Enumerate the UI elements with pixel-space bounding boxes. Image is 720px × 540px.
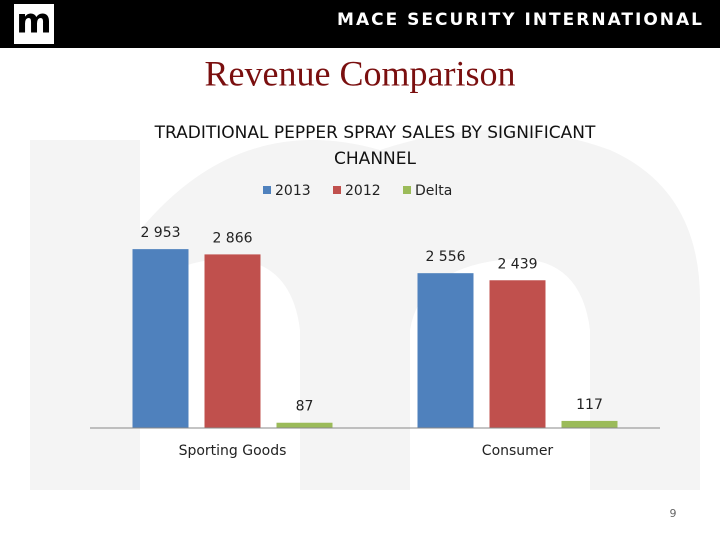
legend-swatch [263, 186, 271, 194]
bar [276, 422, 333, 428]
legend-swatch [403, 186, 411, 194]
legend-swatch [333, 186, 341, 194]
bar [561, 420, 618, 428]
chart-title: TRADITIONAL PEPPER SPRAY SALES BY SIGNIF… [154, 123, 596, 169]
legend-label: Delta [415, 183, 452, 199]
data-label: 87 [296, 399, 314, 415]
legend-label: 2012 [345, 183, 381, 199]
page-number: 9 [670, 507, 677, 520]
company-name: MACE SECURITY INTERNATIONAL [337, 10, 704, 30]
data-label: 2 439 [497, 256, 537, 272]
header-bar [0, 0, 720, 48]
data-label: 2 953 [140, 225, 180, 241]
data-label: 2 866 [212, 230, 252, 246]
data-label: 2 556 [425, 249, 465, 265]
data-label: 117 [576, 397, 603, 413]
legend-label: 2013 [275, 183, 311, 199]
bar [417, 273, 474, 428]
x-tick-label: Sporting Goods [179, 443, 287, 459]
logo: m [16, 2, 51, 42]
bar [204, 254, 261, 428]
logo-box [14, 4, 54, 44]
slide-title: Revenue Comparison [205, 53, 516, 93]
watermark [30, 130, 700, 490]
x-tick-label: Consumer [482, 443, 554, 459]
bar [489, 280, 546, 428]
bar [132, 249, 189, 428]
